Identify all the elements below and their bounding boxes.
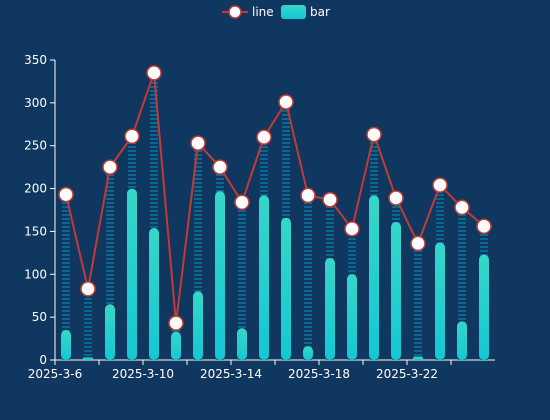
y-tick-label: 250	[24, 139, 47, 153]
bar	[325, 258, 335, 360]
line-point	[80, 281, 96, 297]
line-point	[168, 315, 184, 331]
line-point	[124, 128, 140, 145]
y-tick-label: 350	[24, 53, 47, 67]
bar	[83, 357, 93, 360]
legend-item-line[interactable]: line	[222, 5, 274, 19]
legend-label-bar: bar	[310, 5, 330, 19]
y-tick-label: 150	[24, 224, 47, 238]
bar	[391, 222, 401, 360]
bar	[479, 254, 489, 360]
y-tick-label: 50	[32, 310, 47, 324]
line-point	[278, 94, 294, 110]
bar	[259, 195, 269, 360]
y-tick-label: 300	[24, 96, 47, 110]
bar	[215, 191, 225, 360]
line-point	[190, 135, 206, 151]
bar	[127, 188, 137, 360]
bar	[61, 330, 71, 360]
line-point	[234, 194, 250, 211]
line-point	[432, 177, 448, 193]
bar	[369, 195, 379, 360]
line-point	[212, 159, 228, 175]
legend-item-bar[interactable]: bar	[281, 5, 330, 19]
line-point	[256, 129, 272, 145]
line-point	[476, 218, 492, 235]
bar	[457, 321, 467, 360]
bar	[171, 331, 181, 360]
bar	[435, 242, 445, 360]
y-tick-label: 0	[39, 353, 47, 367]
bar	[149, 228, 159, 360]
line-point	[102, 159, 118, 175]
line-point	[344, 221, 360, 237]
line-point	[146, 65, 162, 81]
bar	[303, 346, 313, 360]
x-tick-label: 2025-3-6	[28, 367, 82, 381]
bar	[105, 304, 115, 360]
y-tick-label: 100	[24, 267, 47, 281]
series-line	[65, 72, 485, 324]
legend-label-line: line	[252, 5, 274, 19]
y-tick-label: 200	[24, 182, 47, 196]
bar	[193, 291, 203, 360]
line-point	[322, 191, 338, 208]
bar	[413, 356, 423, 360]
x-tick-label: 2025-3-22	[376, 367, 438, 381]
line-point	[366, 126, 382, 143]
line-point	[410, 235, 426, 252]
bar	[347, 274, 357, 360]
line-point	[388, 190, 404, 206]
x-tick-label: 2025-3-14	[200, 367, 262, 381]
bar	[281, 217, 291, 360]
line-point	[300, 187, 316, 204]
line-point	[58, 186, 74, 203]
x-tick-label: 2025-3-18	[288, 367, 350, 381]
line-point	[454, 199, 470, 216]
bar	[237, 328, 247, 360]
x-tick-label: 2025-3-10	[112, 367, 174, 381]
legend[interactable]: line bar	[222, 5, 330, 19]
